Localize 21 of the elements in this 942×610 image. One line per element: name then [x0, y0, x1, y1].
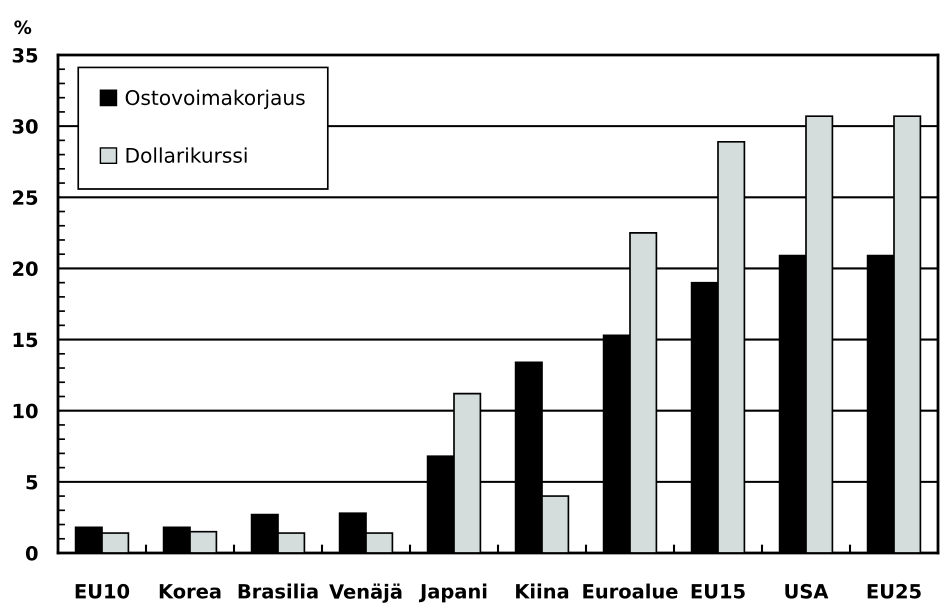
x-tick-label: Venäjä: [329, 584, 402, 603]
y-tick-label: 30: [12, 119, 38, 134]
x-tick-label: Euroalue: [583, 584, 678, 599]
x-tick-label: Korea: [160, 584, 220, 599]
x-tick-label: Brasilia: [238, 584, 318, 599]
y-tick-label: 35: [12, 48, 38, 63]
y-tick-label: 15: [14, 332, 38, 348]
y-axis-title: %: [14, 20, 32, 34]
x-tick-label: EU25: [868, 584, 921, 599]
x-tick-label: USA: [785, 584, 828, 599]
legend-label: Ostovoimakorjaus: [126, 90, 305, 110]
x-tick-label: Kiina: [516, 584, 568, 599]
y-tick-label: 20: [13, 261, 38, 276]
legend-label: Dollarikurssi: [126, 147, 247, 163]
x-tick-label: EU15: [692, 584, 745, 599]
x-tick-label: Japani: [418, 584, 486, 602]
y-tick-label: 5: [26, 475, 38, 490]
y-tick-label: 0: [26, 546, 38, 561]
x-tick-label: EU10: [76, 584, 130, 599]
y-tick-label: 10: [14, 404, 38, 418]
y-tick-label: 25: [13, 190, 38, 205]
